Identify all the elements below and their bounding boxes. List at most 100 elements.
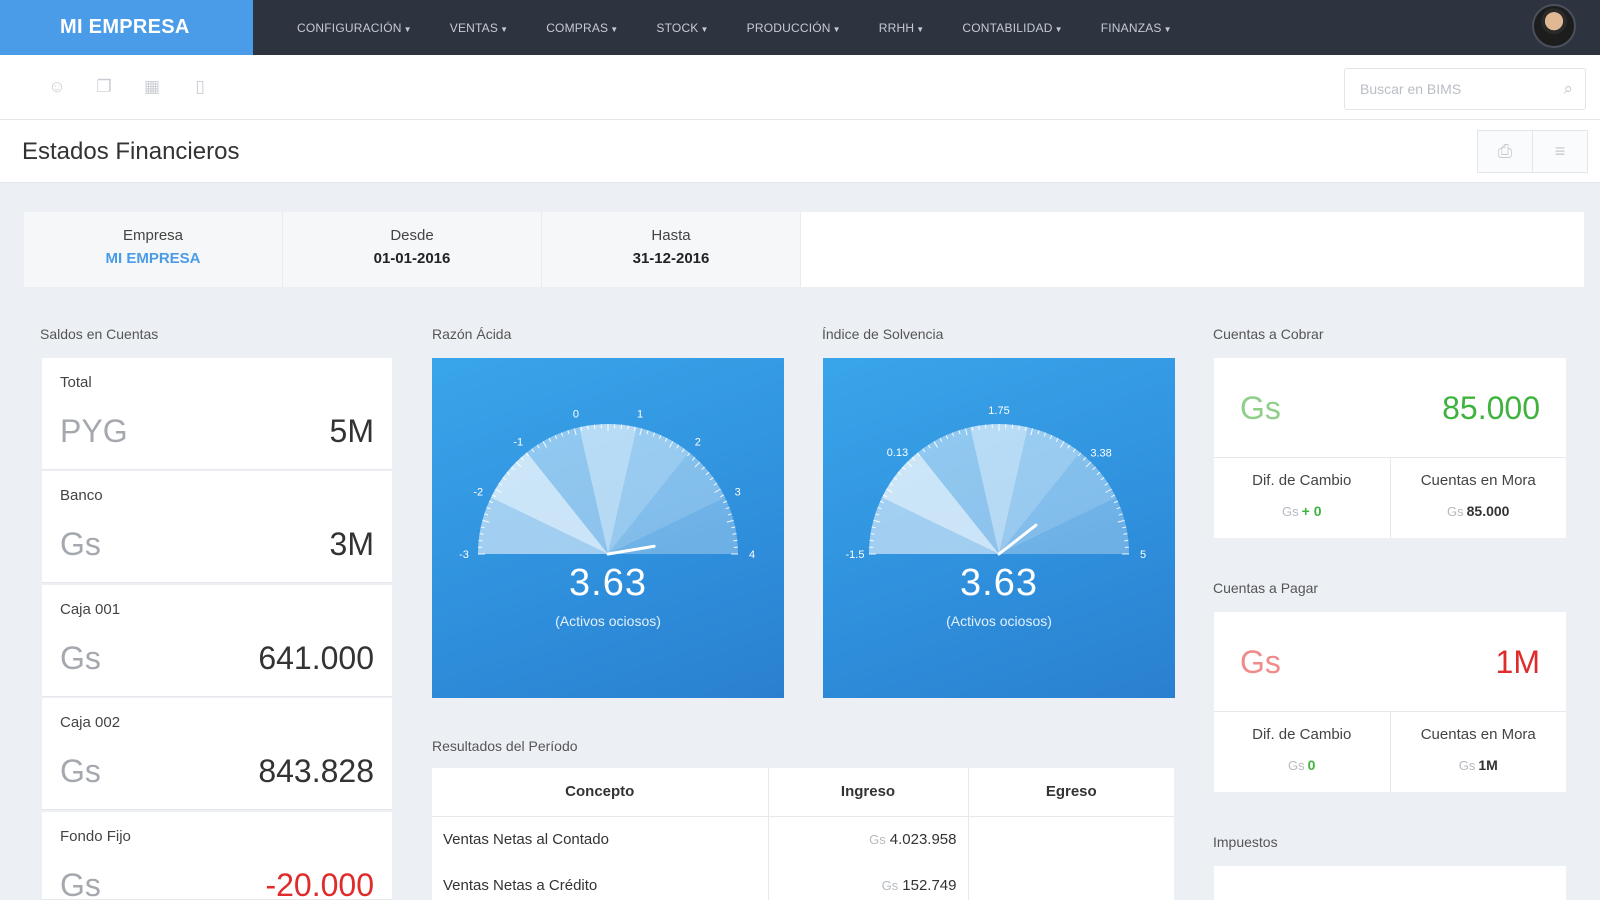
gauge-tick-label: -1.5 <box>846 549 865 561</box>
balance-amount: 5M <box>329 413 374 449</box>
menu-configuracion[interactable]: CONFIGURACIÓN ▼ <box>297 20 412 35</box>
detail-label: Dif. de Cambio <box>1252 472 1352 489</box>
gauge-tick <box>951 432 955 437</box>
filter-hasta[interactable]: Hasta 31-12-2016 <box>542 212 801 287</box>
gauge-sector <box>970 424 1028 554</box>
gauge-tick <box>542 441 547 448</box>
col-ingreso[interactable]: Ingreso <box>768 768 969 817</box>
gauge-tick <box>978 425 980 430</box>
gauge-tick-label: 2 <box>695 436 701 448</box>
cell-ingreso: Gs 4.023.958 <box>768 816 969 862</box>
balance-card-caja-002[interactable]: Caja 002 Gs 843.828 <box>42 698 392 810</box>
gauge-tick <box>1123 533 1128 535</box>
detail-amount: 85.000 <box>1466 503 1510 519</box>
saldos-title: Saldos en Cuentas <box>40 326 159 342</box>
menu-produccion[interactable]: PRODUCCIÓN ▼ <box>746 20 841 35</box>
balance-amount: 843.828 <box>258 753 374 789</box>
grid-icon[interactable]: ▦ <box>143 77 161 96</box>
menu-rrhh[interactable]: RRHH ▼ <box>878 20 925 35</box>
gauge-tick-label: 0.13 <box>887 447 908 459</box>
col-concepto[interactable]: Concepto <box>432 768 769 817</box>
tablet-icon[interactable]: ▯ <box>195 77 205 96</box>
gauge-sector <box>608 427 690 554</box>
gauge-tick <box>939 437 943 442</box>
windows-icon[interactable]: ❐ <box>96 77 112 96</box>
gauge-sector <box>608 497 738 554</box>
impuestos-card[interactable] <box>1214 866 1566 900</box>
balance-card-total[interactable]: Total PYG 5M <box>42 358 392 470</box>
pagar-dif-cambio: Dif. de Cambio Gs 0 <box>1214 712 1391 792</box>
gauge-tick <box>669 441 674 448</box>
gauge-dial: -1.5 0.13 1.75 3.38 5 <box>846 405 1147 561</box>
table-row[interactable]: Ventas Netas al Contado Gs 4.023.958 <box>432 816 1174 862</box>
razon-acida-gauge: -3 -2 -1 0 1 2 3 4 3.63 (Activos ociosos) <box>432 358 784 698</box>
gauge-tick <box>498 482 503 486</box>
chevron-down-icon: ▼ <box>500 24 509 34</box>
filter-empresa[interactable]: Empresa MI EMPRESA <box>24 212 283 287</box>
gauge-tick <box>691 457 696 461</box>
gauge-tick <box>1072 448 1076 453</box>
gauge-tick-label: 5 <box>1140 549 1146 561</box>
menu-compras[interactable]: COMPRAS ▼ <box>546 20 619 35</box>
cobrar-card[interactable]: Gs 85.000 Dif. de Cambio Gs + 0 Cuentas e… <box>1214 358 1566 538</box>
gauge-tick <box>1024 426 1027 431</box>
col-egreso[interactable]: Egreso <box>968 768 1174 817</box>
gauge-tick <box>722 500 727 504</box>
gauge-tick <box>875 513 880 516</box>
balance-currency: Gs <box>60 867 101 900</box>
filter-desde[interactable]: Desde 01-01-2016 <box>283 212 542 287</box>
gauge-tick <box>882 494 887 498</box>
gauge-tick <box>1117 519 1125 523</box>
chevron-down-icon: ▼ <box>403 24 412 34</box>
gauge-tick <box>964 428 968 436</box>
cell-currency: Gs <box>881 877 899 893</box>
user-avatar[interactable] <box>1532 4 1576 48</box>
pagar-mora: Cuentas en Mora Gs 1M <box>1391 712 1567 792</box>
gauge-tick <box>580 426 583 431</box>
gauge-tick <box>536 444 540 449</box>
search-icon[interactable]: ⌕ <box>1563 79 1573 98</box>
table-row[interactable]: Ventas Netas a Crédito Gs 152.749 <box>432 862 1174 900</box>
gauge-tick <box>1104 482 1109 486</box>
balance-currency: PYG <box>60 413 128 449</box>
smiley-icon[interactable]: ☺ <box>48 77 66 96</box>
gauge-subtitle: (Activos ociosos) <box>555 613 661 629</box>
detail-currency: Gs <box>1458 758 1476 773</box>
chevron-down-icon: ▼ <box>610 24 619 34</box>
balance-currency: Gs <box>60 526 101 562</box>
search-input[interactable] <box>1360 81 1540 97</box>
chevron-down-icon: ▼ <box>1163 24 1172 34</box>
menu-contabilidad[interactable]: CONTABILIDAD ▼ <box>962 20 1063 35</box>
balance-card-caja-001[interactable]: Caja 001 Gs 641.000 <box>42 585 392 697</box>
print-button[interactable]: ⎙ <box>1477 130 1533 173</box>
pagar-title: Cuentas a Pagar <box>1213 580 1319 596</box>
detail-amount: 1M <box>1478 757 1498 773</box>
top-navbar: MI EMPRESA CONFIGURACIÓN ▼ VENTAS ▼ COMPRA… <box>0 0 1600 55</box>
detail-value: Gs 0 <box>1214 757 1390 773</box>
gauge-tick <box>897 471 902 476</box>
balance-card-fondo-fijo[interactable]: Fondo Fijo Gs -20.000 <box>42 812 392 900</box>
detail-label: Cuentas en Mora <box>1420 726 1536 743</box>
gauge-tick-label: -3 <box>459 549 469 561</box>
menu-stock[interactable]: STOCK ▼ <box>656 20 709 35</box>
gauge-tick <box>482 519 490 523</box>
page-header: Estados Financieros ⎙ ≡ <box>0 120 1600 183</box>
balance-card-banco[interactable]: Banco Gs 3M <box>42 471 392 583</box>
razon-acida-title: Razón Ácida <box>432 326 512 342</box>
menu-finanzas[interactable]: FINANZAS ▼ <box>1100 20 1172 35</box>
detail-label: Cuentas en Mora <box>1420 472 1536 489</box>
brand-logo[interactable]: MI EMPRESA <box>0 0 253 55</box>
gauge-tick <box>916 452 921 457</box>
cell-currency: Gs <box>869 831 886 847</box>
search-box: ⌕ <box>1344 68 1586 110</box>
pagar-card[interactable]: Gs 1M Dif. de Cambio Gs 0 Cuentas en Mora… <box>1214 612 1566 792</box>
gauge-tick <box>1018 425 1020 430</box>
gauge-tick-label: 0 <box>573 409 579 421</box>
detail-currency: Gs <box>1282 504 1299 519</box>
gauge-tick <box>732 533 737 535</box>
menu-ventas[interactable]: VENTAS ▼ <box>449 20 509 35</box>
gauge-tick <box>587 425 589 430</box>
gauge-sector <box>999 452 1117 554</box>
menu-button[interactable]: ≡ <box>1532 130 1588 173</box>
gauge-needle <box>606 544 656 556</box>
